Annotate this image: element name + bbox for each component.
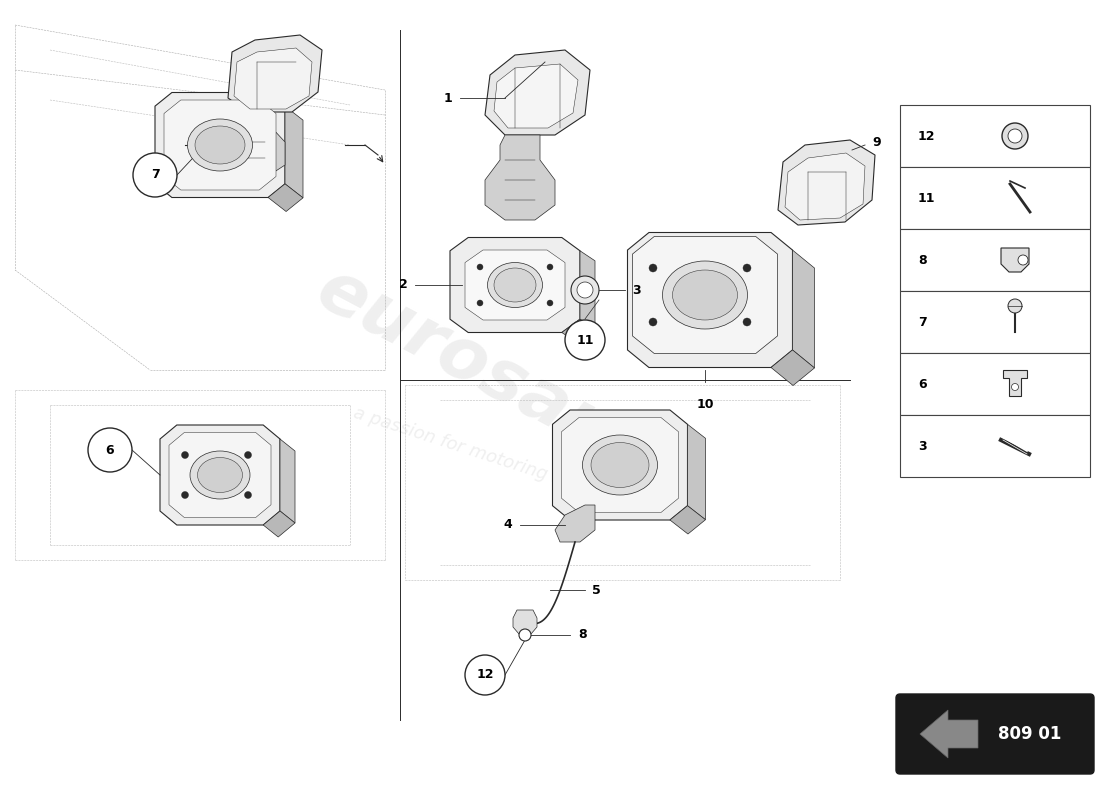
Bar — [900, 291, 1090, 353]
Polygon shape — [778, 140, 874, 225]
Text: 12: 12 — [476, 669, 494, 682]
Polygon shape — [771, 350, 814, 386]
Circle shape — [649, 264, 657, 272]
Polygon shape — [632, 237, 778, 354]
Circle shape — [1012, 383, 1019, 390]
Polygon shape — [562, 319, 595, 342]
Polygon shape — [785, 153, 865, 220]
Text: 809 01: 809 01 — [999, 725, 1062, 743]
Polygon shape — [792, 250, 814, 368]
Polygon shape — [164, 100, 276, 190]
Polygon shape — [169, 433, 271, 518]
Polygon shape — [688, 424, 705, 520]
Text: 8: 8 — [578, 629, 586, 642]
Circle shape — [1008, 299, 1022, 313]
Circle shape — [1002, 123, 1028, 149]
Text: a passion for motoring since 1988: a passion for motoring since 1988 — [351, 404, 649, 516]
Polygon shape — [580, 250, 595, 329]
Circle shape — [742, 318, 751, 326]
Polygon shape — [450, 238, 580, 333]
Bar — [900, 167, 1090, 229]
Text: 2: 2 — [399, 278, 408, 291]
Ellipse shape — [591, 442, 649, 487]
Polygon shape — [494, 64, 578, 128]
Ellipse shape — [187, 119, 253, 171]
Ellipse shape — [583, 435, 658, 495]
Polygon shape — [561, 418, 679, 513]
Ellipse shape — [662, 261, 748, 329]
Circle shape — [244, 491, 252, 498]
Polygon shape — [285, 106, 303, 198]
Polygon shape — [1003, 370, 1027, 396]
Bar — [900, 229, 1090, 291]
Text: 1: 1 — [443, 91, 452, 105]
Polygon shape — [234, 48, 312, 109]
Text: 3: 3 — [918, 439, 926, 453]
Text: 4: 4 — [504, 518, 512, 531]
Polygon shape — [465, 250, 565, 320]
Text: 11: 11 — [576, 334, 594, 346]
Text: 5: 5 — [592, 583, 601, 597]
Polygon shape — [1001, 248, 1028, 272]
Ellipse shape — [195, 126, 245, 164]
FancyBboxPatch shape — [896, 694, 1094, 774]
Circle shape — [465, 655, 505, 695]
Text: 7: 7 — [151, 169, 160, 182]
Bar — [900, 353, 1090, 415]
Circle shape — [742, 264, 751, 272]
Circle shape — [547, 300, 553, 306]
Circle shape — [477, 264, 483, 270]
Ellipse shape — [487, 262, 542, 307]
Circle shape — [565, 320, 605, 360]
Polygon shape — [485, 135, 556, 220]
Ellipse shape — [190, 451, 250, 499]
Circle shape — [1008, 129, 1022, 143]
Polygon shape — [556, 505, 595, 542]
Circle shape — [1018, 255, 1028, 265]
Polygon shape — [268, 184, 302, 211]
Text: 9: 9 — [872, 135, 881, 149]
Circle shape — [244, 451, 252, 458]
Text: 10: 10 — [696, 398, 714, 411]
Ellipse shape — [198, 458, 242, 493]
Circle shape — [649, 318, 657, 326]
Text: 6: 6 — [106, 443, 114, 457]
Circle shape — [547, 264, 553, 270]
Text: 12: 12 — [918, 130, 935, 142]
Polygon shape — [552, 410, 688, 520]
Circle shape — [571, 276, 600, 304]
Polygon shape — [627, 233, 792, 367]
Ellipse shape — [494, 268, 536, 302]
Polygon shape — [222, 112, 285, 178]
Text: 8: 8 — [918, 254, 926, 266]
Polygon shape — [155, 93, 285, 198]
Text: 6: 6 — [918, 378, 926, 390]
Bar — [900, 415, 1090, 477]
Circle shape — [88, 428, 132, 472]
Circle shape — [477, 300, 483, 306]
Text: 7: 7 — [918, 315, 926, 329]
Polygon shape — [263, 511, 295, 537]
Circle shape — [578, 282, 593, 298]
Polygon shape — [670, 506, 705, 534]
Circle shape — [133, 153, 177, 197]
Polygon shape — [920, 710, 978, 758]
Polygon shape — [513, 610, 537, 634]
Text: 11: 11 — [918, 191, 935, 205]
Ellipse shape — [672, 270, 737, 320]
Polygon shape — [280, 439, 295, 523]
Text: eurosares: eurosares — [305, 254, 695, 506]
Polygon shape — [228, 35, 322, 112]
Circle shape — [182, 451, 188, 458]
Circle shape — [519, 629, 531, 641]
Polygon shape — [485, 50, 590, 135]
Circle shape — [182, 491, 188, 498]
Text: 3: 3 — [632, 283, 640, 297]
Polygon shape — [160, 425, 280, 525]
Bar — [900, 105, 1090, 167]
